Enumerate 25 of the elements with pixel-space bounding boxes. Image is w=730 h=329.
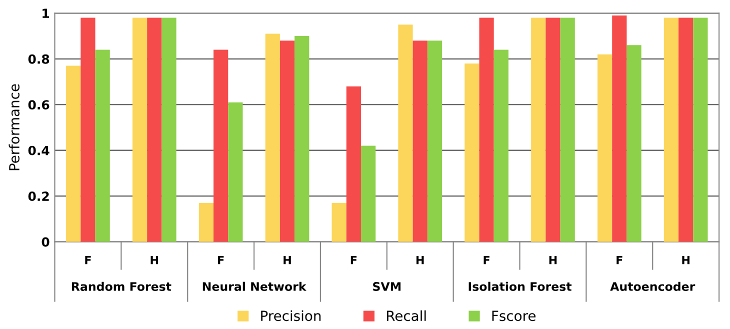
x-tick-label: H <box>150 256 158 264</box>
x-tick-label: F <box>218 256 224 264</box>
y-tick-label: 0.6 <box>28 100 50 110</box>
y-tick-label: 0.2 <box>28 192 49 202</box>
legend-label: Recall <box>386 310 426 322</box>
x-tick-label: H <box>549 256 557 264</box>
text: SVM <box>373 282 401 291</box>
x-tick-label: F <box>484 256 490 264</box>
legend-label: Fscore <box>492 310 536 322</box>
legend-label: Precision <box>261 310 321 322</box>
x-tick-label: F <box>85 256 91 264</box>
x-tick-label: H <box>416 256 424 264</box>
y-tick-label: 0.8 <box>28 54 50 64</box>
y-tick-label: 1 <box>42 8 50 18</box>
x-tick-label: F <box>350 256 357 264</box>
x-tick-label: H <box>682 256 690 264</box>
y-tick-label: 0 <box>42 237 50 247</box>
text: Isolation Forest <box>468 282 572 291</box>
x-tick-label: H <box>284 256 291 264</box>
text: Neural Network <box>202 282 306 291</box>
text: Random Forest <box>72 282 172 291</box>
text: Autoencoder <box>610 282 696 291</box>
y-axis-title: Performance <box>8 84 20 170</box>
x-tick-label: F <box>616 256 622 264</box>
y-tick-label: 0.4 <box>28 146 50 156</box>
